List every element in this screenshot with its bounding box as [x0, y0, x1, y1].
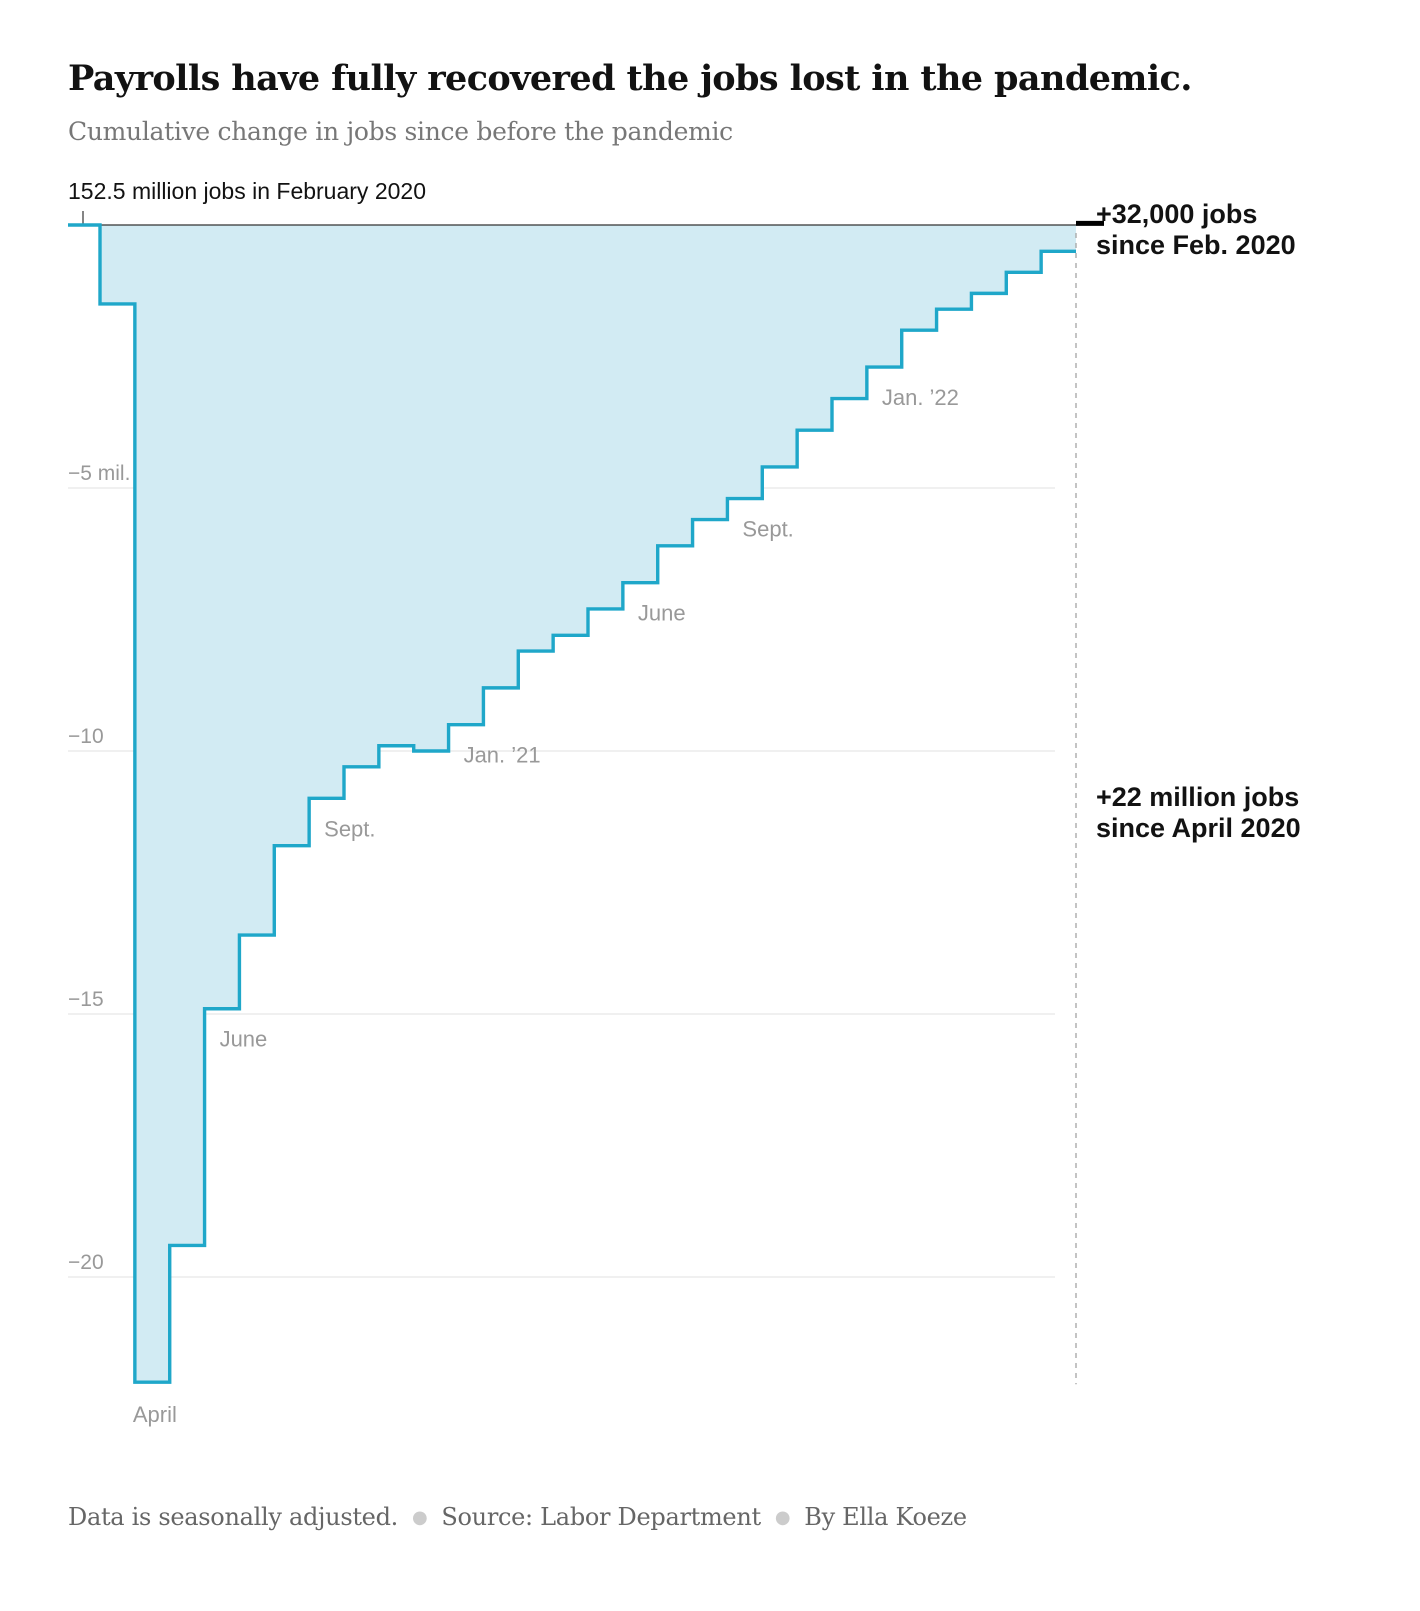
- separator-dot: ●: [411, 1507, 428, 1528]
- annotation-label: +22 million jobs since April 2020: [1096, 782, 1301, 843]
- y-tick-label: −20: [68, 1251, 104, 1274]
- footer-byline: By Ella Koeze: [804, 1503, 967, 1531]
- footer: Data is seasonally adjusted. ● Source: Lab…: [68, 1503, 967, 1531]
- month-label: June: [220, 1027, 268, 1052]
- separator-dot: ●: [774, 1507, 791, 1528]
- chart-title: Payrolls have fully recovered the jobs l…: [68, 58, 1192, 99]
- month-label: Sept.: [324, 816, 375, 841]
- chart-subtitle: Cumulative change in jobs since before t…: [68, 117, 733, 146]
- baseline-label: 152.5 million jobs in February 2020: [68, 178, 426, 204]
- footer-source: Source: Labor Department: [441, 1503, 761, 1531]
- series-line: [68, 223, 1076, 1384]
- month-label: Jan. ’22: [882, 385, 959, 410]
- area-fill: [68, 225, 1076, 1383]
- y-tick-label: −10: [68, 725, 104, 748]
- step-area-chart: −5 mil. −10 −15 −20 152.5 million jobs in Fe…: [68, 178, 1301, 1427]
- footer-note: Data is seasonally adjusted.: [68, 1503, 398, 1531]
- month-label: April: [133, 1402, 177, 1427]
- y-tick-label: −15: [68, 988, 104, 1011]
- y-tick-label: −5 mil.: [68, 462, 130, 485]
- month-label: Sept.: [742, 517, 793, 542]
- month-label: Jan. ’21: [464, 743, 541, 768]
- month-label: June: [638, 601, 686, 626]
- annotation-label: +32,000 jobs since Feb. 2020: [1096, 199, 1296, 260]
